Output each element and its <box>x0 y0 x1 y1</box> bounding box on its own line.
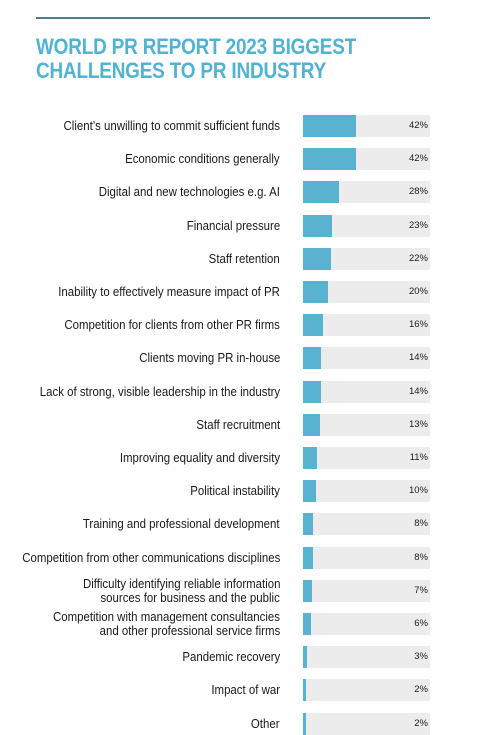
category-label: Impact of war <box>0 683 280 697</box>
category-label-line: Impact of war <box>211 682 280 698</box>
value-label: 2% <box>414 684 428 696</box>
category-label: Competition for clients from other PR fi… <box>0 318 280 332</box>
category-label-line: Difficulty identifying reliable informat… <box>82 575 280 591</box>
category-label-line: Training and professional development <box>83 516 280 532</box>
category-label: Staff recruitment <box>0 416 280 432</box>
category-label-line: Digital and new technologies e.g. AI <box>98 184 280 200</box>
value-label: 10% <box>408 485 428 497</box>
bar <box>303 281 329 303</box>
bar <box>303 513 314 536</box>
bar-track <box>303 347 430 370</box>
value-label: 14% <box>408 385 428 397</box>
category-label: Pandemic recovery <box>0 650 280 664</box>
category-label-line: Lack of strong, visible leadership in th… <box>39 383 280 399</box>
bar-track <box>303 480 430 503</box>
category-label-line: Financial pressure <box>186 217 280 233</box>
bar-track <box>303 546 430 569</box>
chart-title-line-1: WORLD PR REPORT 2023 BIGGEST <box>36 34 357 59</box>
value-label: 20% <box>408 286 428 297</box>
bar <box>303 579 312 602</box>
bar <box>303 148 357 171</box>
bar <box>303 214 333 237</box>
category-label: Financial pressure <box>0 217 280 233</box>
category-label-line: Clients moving PR in-house <box>138 350 280 366</box>
category-label: Clients moving PR in-house <box>0 351 280 365</box>
category-label: Training and professional development <box>0 517 280 531</box>
category-label-line: Competition for clients from other PR fi… <box>64 317 280 333</box>
value-label: 3% <box>414 651 428 663</box>
bar <box>303 712 306 735</box>
bar-track <box>303 281 430 303</box>
bar <box>303 613 311 635</box>
bar <box>303 181 339 204</box>
bar <box>303 314 324 337</box>
category-label-line: Client’s unwilling to commit sufficient … <box>63 118 280 133</box>
value-label: 11% <box>409 452 428 463</box>
value-label: 13% <box>408 418 428 430</box>
category-label: Digital and new technologies e.g. AI <box>0 185 280 199</box>
category-label: Other <box>0 715 280 731</box>
bar <box>303 447 317 469</box>
bar <box>303 247 331 270</box>
chart-title: WORLD PR REPORT 2023 BIGGEST CHALLENGES … <box>36 35 397 83</box>
bar-track <box>303 613 430 635</box>
category-label-line: Pandemic recovery <box>182 649 280 665</box>
bar-track <box>303 712 430 735</box>
category-label-line: Other <box>251 715 280 731</box>
value-label: 7% <box>414 584 428 596</box>
category-label: Client’s unwilling to commit sufficient … <box>0 119 280 133</box>
bar <box>303 546 314 569</box>
category-label: Staff retention <box>0 250 280 266</box>
category-label: Improving equality and diversity <box>0 451 280 465</box>
bar <box>303 115 357 137</box>
value-label: 42% <box>408 120 428 131</box>
bar-track <box>303 214 430 237</box>
value-label: 16% <box>408 319 428 331</box>
value-label: 6% <box>414 618 428 629</box>
category-label: Political instability <box>0 484 280 498</box>
category-label: Inability to effectively measure impact … <box>0 285 280 299</box>
category-label-line: Staff retention <box>208 250 280 266</box>
bar <box>303 480 316 503</box>
bar-track <box>303 314 430 337</box>
category-label-line: Staff recruitment <box>196 416 280 432</box>
bar <box>303 380 321 403</box>
category-label-line: sources for business and the public <box>100 589 280 605</box>
category-label-line: Competition from other communications di… <box>21 549 280 565</box>
category-label-line: Competition with management consultancie… <box>52 609 280 624</box>
bar <box>303 413 320 436</box>
bar-track <box>303 247 430 270</box>
value-label: 23% <box>408 219 428 231</box>
value-label: 42% <box>408 153 428 165</box>
value-label: 8% <box>414 518 428 530</box>
value-label: 8% <box>414 551 428 563</box>
bar-track <box>303 579 430 602</box>
value-label: 14% <box>408 352 428 364</box>
bar <box>303 347 321 370</box>
category-label-line: and other professional service firms <box>99 623 280 638</box>
value-label: 22% <box>408 252 428 264</box>
top-divider <box>36 17 430 19</box>
bar-track <box>303 646 430 669</box>
bar-track <box>303 679 430 702</box>
category-label-line: Improving equality and diversity <box>119 450 280 465</box>
category-label-line: Political instability <box>190 483 280 499</box>
bar-track <box>303 513 430 536</box>
value-label: 28% <box>408 186 428 198</box>
bar <box>303 646 307 669</box>
value-label: 2% <box>414 717 428 729</box>
chart-title-line-2: CHALLENGES TO PR INDUSTRY <box>36 58 327 83</box>
bar-track <box>303 447 430 469</box>
bar <box>303 679 306 702</box>
category-label-line: Inability to effectively measure impact … <box>58 284 280 299</box>
category-label: Lack of strong, visible leadership in th… <box>0 383 280 399</box>
category-label: Difficulty identifying reliable informat… <box>0 575 280 605</box>
category-label: Competition from other communications di… <box>0 549 280 565</box>
category-label: Economic conditions generally <box>0 152 280 166</box>
bar-track <box>303 380 430 403</box>
category-label-line: Economic conditions generally <box>125 151 280 167</box>
category-label: Competition with management consultancie… <box>0 610 280 638</box>
bar-track <box>303 413 430 436</box>
